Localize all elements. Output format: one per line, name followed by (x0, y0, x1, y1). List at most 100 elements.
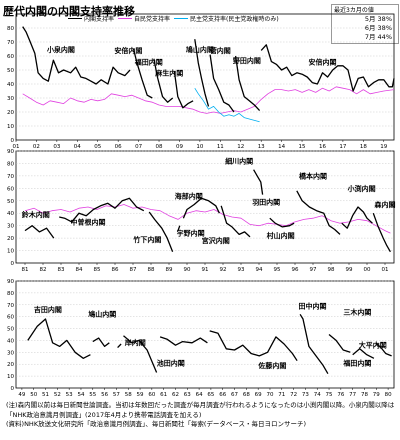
cabinet-label: 宇野内閣 (177, 229, 205, 238)
series-line-approval (117, 343, 122, 349)
x-tick-label: 95 (274, 267, 281, 273)
cabinet-label: 橋本内閣 (299, 171, 327, 180)
series-line-approval (194, 39, 210, 107)
y-tick-label: 80 (7, 161, 14, 167)
x-tick-label: 61 (160, 392, 167, 398)
page-title: 歴代内閣の内閣支持率推移 (3, 5, 135, 18)
y-tick-label: 70 (7, 174, 14, 180)
recent-values-title: 最近3カ月の値 (334, 7, 374, 14)
series-line-ldp (22, 86, 395, 114)
y-tick-label: 0 (11, 386, 15, 392)
x-tick-label: 18 (360, 144, 367, 150)
x-tick-label: 17 (339, 144, 346, 150)
x-tick-label: 51 (42, 392, 49, 398)
x-tick-label: 98 (328, 267, 335, 273)
cabinet-label: 村山内閣 (267, 231, 295, 240)
y-tick-label: 50 (7, 68, 14, 74)
x-tick-label: 97 (310, 267, 317, 273)
y-tick-label: 0 (11, 138, 15, 144)
plot-frame (15, 13, 395, 141)
x-tick-label: 53 (66, 392, 73, 398)
x-tick-label: 10 (196, 144, 203, 150)
cabinet-label: 安倍内閣 (308, 57, 336, 66)
x-tick-label: 86 (112, 267, 119, 273)
plot-frame (15, 150, 395, 264)
cabinet-label: 中曽根内閣 (71, 217, 106, 226)
x-tick-label: 49 (18, 392, 25, 398)
cabinet-label: 海部内閣 (175, 191, 203, 200)
x-tick-label: 62 (172, 392, 179, 398)
series-line-approval (253, 169, 264, 195)
x-tick-label: 91 (202, 267, 209, 273)
y-tick-label: 10 (7, 374, 14, 380)
x-tick-label: 63 (184, 392, 191, 398)
x-tick-label: 01 (382, 267, 389, 273)
legend-item-dpj: 民主党支持率(民主党政権時のみ) (174, 14, 279, 23)
series-line-dpj (194, 87, 260, 123)
series-line-approval (341, 206, 373, 229)
cabinet-label: 田中内閣 (298, 301, 326, 310)
cabinet-label: 鈴木内閣 (22, 210, 50, 219)
series-line-approval (173, 71, 194, 109)
series-line-approval (177, 225, 181, 231)
y-tick-label: 0 (11, 261, 15, 267)
x-tick-label: 74 (314, 392, 321, 398)
legend-swatch-dpj (174, 18, 189, 19)
x-tick-label: 77 (349, 392, 356, 398)
cabinet-label: 野田内閣 (233, 56, 261, 65)
x-tick-label: 71 (278, 392, 285, 398)
legend-swatch-ldp (118, 18, 133, 19)
x-tick-label: 94 (256, 267, 263, 273)
y-tick-label: 20 (7, 236, 14, 242)
cabinet-label: 宮沢内閣 (202, 236, 230, 245)
x-tick-label: 13 (258, 144, 265, 150)
x-tick-label: 12 (237, 144, 244, 150)
x-tick-label: 05 (94, 144, 101, 150)
y-tick-label: 80 (7, 291, 14, 297)
cabinet-label: 吉田内閣 (34, 305, 62, 314)
legend-label-dpj: 民主党支持率(民主党政権時のみ) (190, 16, 279, 23)
series-line-approval (234, 55, 261, 112)
x-tick-label: 66 (219, 392, 226, 398)
x-tick-label: 96 (292, 267, 299, 273)
series-line-approval (372, 212, 391, 253)
chart-notes: (注)森内閣以前は毎日新聞世論調査。当初は年数回だった調査が毎月調査が行われるよ… (6, 401, 396, 430)
x-tick-label: 80 (385, 392, 392, 398)
series-line-approval (132, 48, 153, 99)
x-tick-label: 73 (302, 392, 309, 398)
series-line-approval (296, 190, 341, 235)
series-line-approval (59, 197, 145, 223)
x-tick-label: 11 (217, 144, 224, 150)
x-tick-label: 79 (373, 392, 380, 398)
x-tick-label: 01 (13, 144, 20, 150)
x-tick-label: 09 (176, 144, 183, 150)
x-tick-label: 15 (299, 144, 306, 150)
series-line-approval (27, 318, 91, 359)
x-tick-label: 19 (380, 144, 387, 150)
x-tick-label: 87 (130, 267, 137, 273)
legend-label-approval: 内閣支持率 (84, 16, 115, 23)
series-line-approval (22, 26, 131, 85)
series-line-approval (159, 336, 208, 346)
series-line-approval (148, 211, 174, 253)
y-tick-label: 20 (7, 362, 14, 368)
x-tick-label: 60 (148, 392, 155, 398)
x-tick-label: 83 (58, 267, 65, 273)
y-tick-label: 70 (7, 40, 14, 46)
x-tick-label: 52 (54, 392, 61, 398)
x-tick-label: 08 (156, 144, 163, 150)
cabinet-label: 池田内閣 (157, 358, 185, 367)
x-tick-label: 78 (361, 392, 368, 398)
cabinet-label: 岸内閣 (125, 338, 146, 347)
x-tick-label: 88 (148, 267, 155, 273)
cabinet-label: 鳩山内閣 (186, 45, 214, 54)
x-tick-label: 00 (364, 267, 371, 273)
plot-frame (15, 280, 395, 389)
y-tick-label: 60 (7, 186, 14, 192)
x-tick-label: 89 (166, 267, 173, 273)
cabinet-label: 福田内閣 (342, 358, 371, 367)
x-tick-label: 02 (33, 144, 40, 150)
y-tick-label: 50 (7, 327, 14, 333)
y-tick-label: 40 (7, 82, 14, 88)
